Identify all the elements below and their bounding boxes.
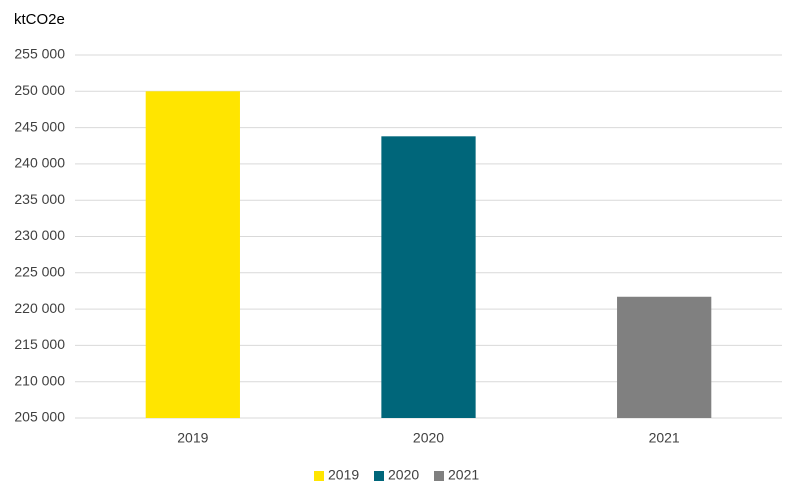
y-tick-label: 215 000	[14, 336, 65, 352]
legend-label: 2020	[388, 467, 419, 483]
y-tick-label: 205 000	[14, 409, 65, 425]
y-tick-label: 230 000	[14, 227, 65, 243]
bar	[381, 136, 476, 418]
y-tick-label: 210 000	[14, 372, 65, 388]
bar	[145, 91, 240, 419]
bar	[617, 296, 712, 418]
x-tick-label: 2021	[649, 430, 680, 446]
x-tick-label: 2020	[413, 430, 444, 446]
y-axis-label: ktCO2e	[14, 11, 65, 28]
y-tick-label: 225 000	[14, 264, 65, 280]
legend-swatch	[374, 471, 384, 481]
y-tick-label: 255 000	[14, 46, 65, 62]
x-tick-label: 2019	[177, 430, 208, 446]
y-tick-label: 235 000	[14, 191, 65, 207]
y-tick-label: 240 000	[14, 155, 65, 171]
y-tick-label: 220 000	[14, 300, 65, 316]
legend-label: 2021	[448, 467, 479, 483]
y-tick-label: 250 000	[14, 82, 65, 98]
y-tick-label: 245 000	[14, 118, 65, 134]
legend-swatch	[434, 471, 444, 481]
legend-label: 2019	[328, 467, 359, 483]
legend-swatch	[314, 471, 324, 481]
